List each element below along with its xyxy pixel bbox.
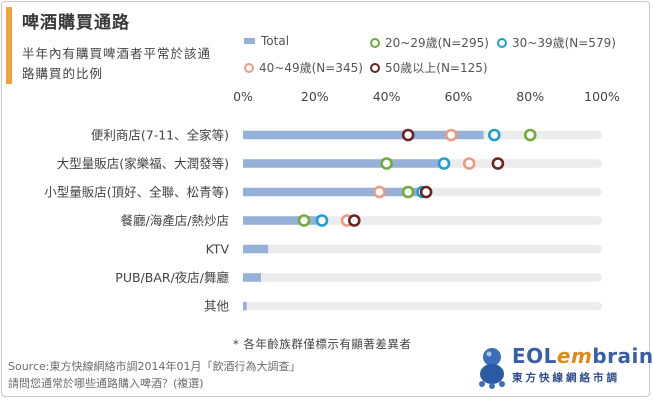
age-marker-age20 (401, 185, 415, 199)
significance-note: * 各年齡族群僅標示有顯著差異者 (233, 337, 412, 351)
category-label: 小型量販店(頂好、全聯、松青等) (44, 185, 229, 200)
age-marker-age20 (380, 157, 393, 170)
legend-label: Total (261, 34, 290, 48)
chart-subtitle: 半年內有購買啤酒者平常於該通路購買的比例 (22, 46, 212, 81)
legend-label: 50歲以上(N=125) (385, 61, 488, 75)
legend-label: 20~29歲(N=295) (385, 36, 489, 50)
logo-part-c: brain (592, 344, 653, 368)
source-line-1: Source:東方快線網絡市調2014年01月「飲酒行為大調查」 (8, 360, 301, 373)
age-marker-age40 (444, 128, 458, 142)
legend-label: 30~39歲(N=579) (512, 36, 616, 50)
age-marker-age50 (401, 128, 415, 142)
bar-track (243, 244, 602, 254)
source-line-2: 請問您通常於哪些通路購入啤酒？(複選) (8, 377, 204, 390)
logo-part-a: EOL (512, 344, 557, 368)
logo-wordmark: EOLembrain (512, 344, 653, 368)
total-bar (243, 159, 445, 168)
x-tick-label: 100% (584, 89, 620, 104)
category-label: 大型量販店(家樂福、大潤發等) (57, 156, 229, 171)
x-tick-label: 20% (301, 89, 329, 104)
accent-bar (6, 7, 12, 84)
legend-label: 40~49歲(N=345) (259, 61, 363, 75)
total-bar (243, 130, 484, 140)
legend-item-age50: 50歲以上(N=125) (370, 59, 488, 76)
legend-item-age30: 30~39歲(N=579) (497, 34, 616, 51)
legend-swatch (244, 62, 254, 73)
x-tick-label: 80% (516, 89, 544, 104)
bar-track (243, 216, 602, 225)
age-marker-age40 (462, 157, 476, 170)
bar-track (243, 301, 602, 311)
age-marker-age50 (419, 185, 433, 199)
age-marker-age20 (523, 128, 537, 142)
logo-figure-icon (479, 348, 505, 389)
age-marker-age40 (373, 185, 386, 199)
chart-title: 啤酒購買通路 (22, 13, 130, 33)
age-marker-age30 (437, 157, 451, 170)
age-marker-age30 (315, 214, 329, 227)
logo-subtitle: 東方快線網絡市調 (512, 372, 620, 384)
legend-swatch (370, 37, 380, 48)
total-bar (243, 273, 261, 282)
category-label: KTV (206, 242, 230, 257)
x-tick-label: 0% (233, 89, 253, 104)
total-bar (243, 187, 423, 197)
legend-swatch (370, 62, 380, 73)
logo-part-b: em (556, 344, 593, 368)
category-label: PUB/BAR/夜店/舞廳 (115, 270, 229, 285)
age-marker-age50 (347, 214, 361, 227)
legend-item-total: Total (244, 34, 289, 48)
total-bar (243, 301, 247, 311)
total-bar (243, 216, 319, 225)
category-label: 餐廳/海產店/熱炒店 (121, 213, 229, 228)
category-label: 其他 (204, 299, 230, 314)
legend-item-age20: 20~29歲(N=295) (370, 34, 489, 51)
source-text: Source:東方快線網絡市調2014年01月「飲酒行為大調查」 請問您通常於哪… (8, 358, 428, 392)
x-tick-label: 40% (373, 89, 401, 104)
legend-swatch (244, 38, 255, 44)
bar-track (243, 273, 602, 282)
category-label: 便利商店(7-11、全家等) (91, 128, 229, 143)
x-tick-label: 60% (445, 89, 473, 104)
total-bar (243, 244, 269, 254)
eolembrain-logo: EOLembrain 東方快線網絡市調 (474, 344, 653, 390)
age-marker-age20 (297, 214, 311, 227)
age-marker-age30 (487, 128, 501, 142)
legend-swatch (497, 37, 507, 48)
age-marker-age50 (491, 157, 505, 170)
legend-item-age40: 40~49歲(N=345) (244, 59, 363, 76)
